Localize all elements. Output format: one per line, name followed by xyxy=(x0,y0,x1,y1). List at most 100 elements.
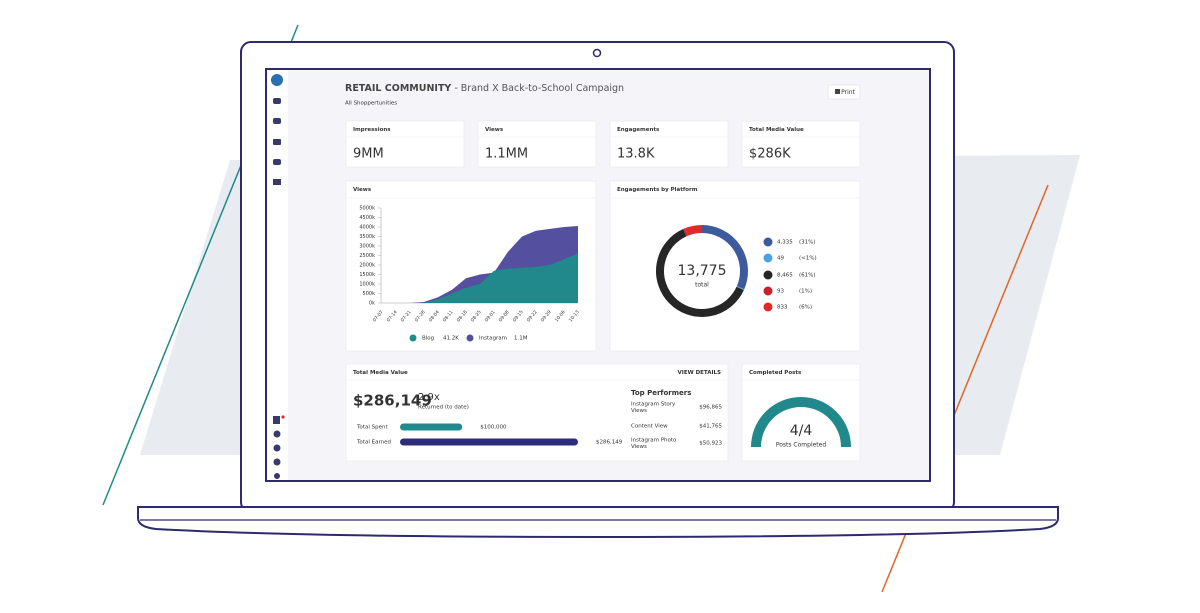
y-tick-label: 2500k xyxy=(359,253,375,259)
performer-value: $96,865 xyxy=(699,405,722,411)
media-value-card xyxy=(345,363,729,462)
donut-segment xyxy=(701,225,748,290)
kpi-value: 13.8K xyxy=(617,147,655,162)
platform-value: 833 xyxy=(777,305,788,311)
platform-share: (61%) xyxy=(799,273,816,279)
kpi-card xyxy=(609,120,729,168)
y-tick-label: 0k xyxy=(369,301,375,307)
y-tick-label: 1000k xyxy=(359,282,375,288)
y-tick-label: 4500k xyxy=(359,215,375,221)
nav-icon[interactable] xyxy=(274,473,280,479)
platform-icon xyxy=(763,286,773,296)
nav-icon[interactable] xyxy=(273,118,281,124)
top-title: Top Performers xyxy=(631,389,691,397)
card-title: Engagements by Platform xyxy=(617,187,698,193)
filter[interactable]: All Shoppertunities xyxy=(345,101,397,107)
completion-gauge xyxy=(751,397,851,448)
performer-label: Views xyxy=(631,408,647,414)
kpi-label: Impressions xyxy=(353,127,391,133)
kpi-value: $286K xyxy=(749,147,791,162)
laptop-base xyxy=(137,506,1059,539)
performer-label: Views xyxy=(631,444,647,450)
nav-icon[interactable] xyxy=(273,430,281,438)
y-tick-label: 4000k xyxy=(359,225,375,231)
legend-total: 41.2K xyxy=(443,336,459,342)
performer-value: $50,923 xyxy=(699,441,722,447)
y-tick-label: 2000k xyxy=(359,263,375,269)
platform-icon xyxy=(763,302,773,312)
donut-segment xyxy=(656,229,744,317)
donut-caption: total xyxy=(695,282,709,289)
y-tick-label: 3500k xyxy=(359,234,375,240)
legend-dot xyxy=(466,334,474,342)
sidebar-icons xyxy=(273,98,285,479)
card-title: Completed Posts xyxy=(749,370,802,376)
kpi-label: Engagements xyxy=(617,127,660,133)
platform-icon xyxy=(763,270,773,280)
print-icon xyxy=(835,89,840,94)
performer-label: Instagram Story xyxy=(631,401,676,407)
print-button[interactable] xyxy=(827,84,861,100)
bar xyxy=(400,423,463,431)
bar-label: Total Spent xyxy=(356,425,388,431)
card-title: Views xyxy=(353,187,372,193)
platform-share: (31%) xyxy=(799,240,816,246)
media-amount: $286,149 xyxy=(353,392,432,410)
nav-icon[interactable] xyxy=(273,139,281,145)
kpi-label: Total Media Value xyxy=(749,127,804,133)
legend-dot xyxy=(409,334,417,342)
kpi-value: 1.1MM xyxy=(485,147,528,162)
platform-icon xyxy=(763,253,773,263)
platform-share: (<1%) xyxy=(799,256,817,262)
bar-label: Total Earned xyxy=(356,440,391,446)
y-tick-label: 500k xyxy=(363,291,376,297)
camera xyxy=(592,48,602,58)
view-details[interactable]: VIEW DETAILS xyxy=(678,370,721,376)
completed-caption: Posts Completed xyxy=(776,442,827,449)
nav-icon[interactable] xyxy=(273,98,281,104)
platform-value: 93 xyxy=(777,289,784,295)
nav-icon[interactable] xyxy=(273,458,281,466)
logo[interactable] xyxy=(271,74,283,86)
legend-label: Blog xyxy=(422,336,434,342)
bar xyxy=(400,438,578,446)
platform-value: 8,465 xyxy=(777,273,793,279)
page-title: RETAIL COMMUNITY - Brand X Back-to-Schoo… xyxy=(345,83,624,94)
kpi-value: 9MM xyxy=(353,147,384,162)
bar-value: $100,000 xyxy=(480,425,507,431)
y-tick-label: 5000k xyxy=(359,206,375,212)
title-rest: - Brand X Back-to-School Campaign xyxy=(454,83,624,94)
platform-share: (1%) xyxy=(799,289,812,295)
print-label[interactable]: Print xyxy=(841,89,855,96)
platform-share: (6%) xyxy=(799,305,812,311)
title-bold: RETAIL COMMUNITY xyxy=(345,83,451,94)
performer-value: $41,765 xyxy=(699,424,722,430)
donut-segment xyxy=(683,228,688,237)
kpi-card xyxy=(477,120,597,168)
platform-value: 4,335 xyxy=(777,240,793,246)
donut-total: 13,775 xyxy=(678,263,727,279)
kpi-label: Views xyxy=(485,127,504,133)
ratio-caption: Returned (to date) xyxy=(418,405,469,411)
card-title: Total Media Value xyxy=(353,370,408,376)
legend-total: 1.1M xyxy=(514,336,528,342)
platform-icon xyxy=(763,237,773,247)
bar-value: $286,149 xyxy=(596,440,623,446)
completed-value: 4/4 xyxy=(790,423,813,439)
engagements-card xyxy=(609,180,861,352)
y-tick-label: 3000k xyxy=(359,244,375,250)
donut-segment xyxy=(684,225,703,236)
nav-icon[interactable] xyxy=(273,159,281,165)
legend-label: Instagram xyxy=(479,336,507,342)
performer-label: Content View xyxy=(631,424,668,430)
nav-icon[interactable] xyxy=(273,416,280,424)
nav-icon[interactable] xyxy=(273,179,281,185)
performer-label: Instagram Photo xyxy=(631,437,677,443)
kpi-card xyxy=(741,120,861,168)
nav-icon[interactable] xyxy=(273,444,281,452)
kpi-card xyxy=(345,120,465,168)
notification-dot xyxy=(281,415,285,419)
ratio: 2.9x xyxy=(418,392,440,403)
sidebar xyxy=(267,70,288,480)
